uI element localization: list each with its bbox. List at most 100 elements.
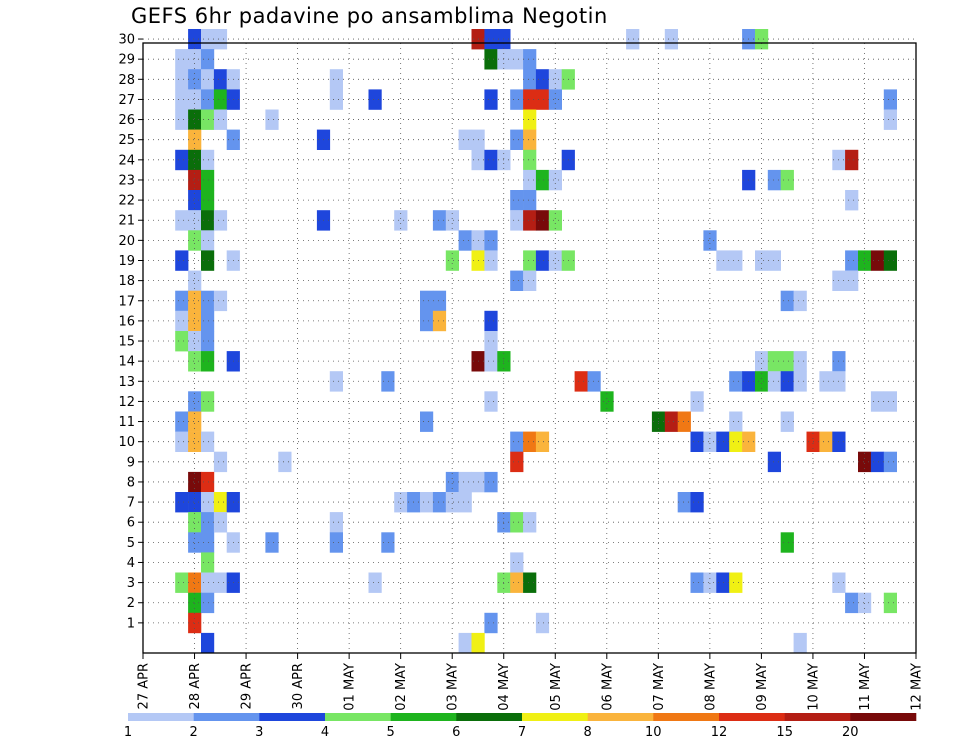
heatmap-cell bbox=[883, 451, 897, 473]
heatmap-cell bbox=[845, 190, 859, 211]
y-tick-label: 15 bbox=[118, 335, 135, 350]
heatmap-cell bbox=[484, 471, 498, 493]
heatmap-cell bbox=[677, 492, 691, 513]
heatmap-cell bbox=[175, 210, 189, 231]
heatmap-cell bbox=[664, 411, 678, 432]
heatmap-cell bbox=[484, 612, 498, 634]
heatmap-cell bbox=[175, 431, 189, 452]
heatmap-cell bbox=[767, 250, 781, 271]
y-tick-label: 7 bbox=[127, 496, 135, 511]
heatmap-cell bbox=[213, 572, 228, 593]
heatmap-cell bbox=[188, 351, 202, 372]
heatmap-cell bbox=[523, 572, 537, 593]
heatmap-cell bbox=[213, 69, 228, 90]
heatmap-cell bbox=[175, 411, 189, 432]
y-tick-label: 20 bbox=[118, 234, 135, 249]
heatmap-cell bbox=[548, 169, 562, 191]
x-tick-label: 06 MAY bbox=[600, 663, 615, 711]
heatmap-cell bbox=[201, 351, 215, 372]
y-tick-label: 29 bbox=[118, 53, 135, 68]
heatmap-cell bbox=[845, 270, 859, 291]
heatmap-cell bbox=[329, 371, 343, 392]
heatmap-cell bbox=[523, 109, 537, 130]
heatmap-cell bbox=[510, 572, 524, 593]
heatmap-cell bbox=[755, 371, 769, 392]
heatmap-cell bbox=[188, 69, 202, 90]
heatmap-cell bbox=[677, 411, 691, 432]
x-tick-label: 03 MAY bbox=[446, 663, 461, 711]
heatmap-cell bbox=[445, 471, 459, 493]
heatmap-cell bbox=[265, 532, 279, 553]
heatmap-cell bbox=[523, 69, 537, 90]
heatmap-cell bbox=[523, 250, 537, 271]
x-tick-label: 29 APR bbox=[240, 663, 255, 709]
y-tick-label: 25 bbox=[118, 133, 135, 148]
heatmap-cell bbox=[213, 210, 228, 231]
heatmap-cell bbox=[523, 129, 537, 150]
heatmap-cell bbox=[188, 592, 202, 614]
heatmap-cell bbox=[793, 351, 807, 372]
heatmap-cell bbox=[188, 471, 202, 493]
heatmap-cell bbox=[420, 411, 434, 432]
heatmap-cell bbox=[729, 431, 743, 452]
colorbar-label: 7 bbox=[518, 725, 526, 740]
heatmap-cell bbox=[664, 29, 678, 50]
heatmap-cell bbox=[535, 431, 550, 452]
heatmap-cell bbox=[729, 371, 743, 392]
heatmap-cell bbox=[690, 391, 704, 412]
heatmap-cell bbox=[587, 371, 601, 392]
heatmap-cell bbox=[213, 492, 228, 513]
chart-title: GEFS 6hr padavine po ansamblima Negotin bbox=[131, 4, 608, 28]
heatmap-cell bbox=[201, 190, 215, 211]
y-tick-label: 12 bbox=[118, 395, 135, 410]
heatmap-cell bbox=[729, 250, 743, 271]
heatmap-cell bbox=[716, 431, 730, 452]
heatmap-cell bbox=[510, 89, 524, 110]
colorbar-label: 10 bbox=[645, 725, 662, 740]
y-tick-label: 14 bbox=[118, 355, 135, 370]
x-tick-label: 12 MAY bbox=[910, 663, 925, 711]
heatmap-cell bbox=[394, 210, 408, 231]
x-tick-label: 01 MAY bbox=[343, 663, 358, 711]
heatmap-cell bbox=[703, 572, 717, 593]
y-tick-label: 3 bbox=[127, 576, 135, 591]
y-tick-label: 5 bbox=[127, 536, 135, 551]
heatmap-cell bbox=[188, 492, 202, 513]
heatmap-cell bbox=[175, 572, 189, 593]
heatmap-cell bbox=[188, 49, 202, 70]
colorbar-swatch bbox=[719, 713, 785, 721]
heatmap-cell bbox=[175, 109, 189, 130]
heatmap-cell bbox=[484, 351, 498, 372]
heatmap-cell bbox=[845, 592, 859, 614]
heatmap-cell bbox=[510, 129, 524, 150]
heatmap-cell bbox=[175, 492, 189, 513]
heatmap-cell bbox=[883, 250, 897, 271]
heatmap-cell bbox=[523, 149, 537, 171]
colorbar-swatch bbox=[522, 713, 588, 721]
x-tick-label: 07 MAY bbox=[652, 663, 667, 711]
heatmap-cell bbox=[523, 190, 537, 211]
heatmap-cell bbox=[381, 532, 395, 553]
heatmap-cell bbox=[755, 29, 769, 50]
heatmap-cell bbox=[793, 632, 807, 654]
y-tick-label: 16 bbox=[118, 314, 135, 329]
heatmap-cell bbox=[201, 552, 215, 573]
colorbar-swatch bbox=[587, 713, 654, 721]
heatmap-cell bbox=[523, 169, 537, 191]
y-axis-ticks: 1234567891011121314151617181920212223242… bbox=[118, 33, 143, 631]
heatmap-cell bbox=[458, 129, 472, 150]
heatmap-cell bbox=[523, 210, 537, 231]
colorbar-label: 8 bbox=[584, 725, 592, 740]
heatmap-cell bbox=[445, 250, 459, 271]
heatmap-cell bbox=[484, 89, 498, 110]
heatmap-cell bbox=[780, 532, 794, 553]
heatmap-cell bbox=[793, 371, 807, 392]
heatmap-cell bbox=[510, 190, 524, 211]
heatmap-cell bbox=[175, 331, 189, 352]
heatmap-cell bbox=[458, 632, 472, 654]
colorbar-swatch bbox=[390, 713, 457, 721]
heatmap-cell bbox=[188, 109, 202, 130]
heatmap-cell bbox=[510, 552, 524, 573]
colorbar-swatch bbox=[653, 713, 720, 721]
y-tick-label: 2 bbox=[127, 596, 135, 611]
